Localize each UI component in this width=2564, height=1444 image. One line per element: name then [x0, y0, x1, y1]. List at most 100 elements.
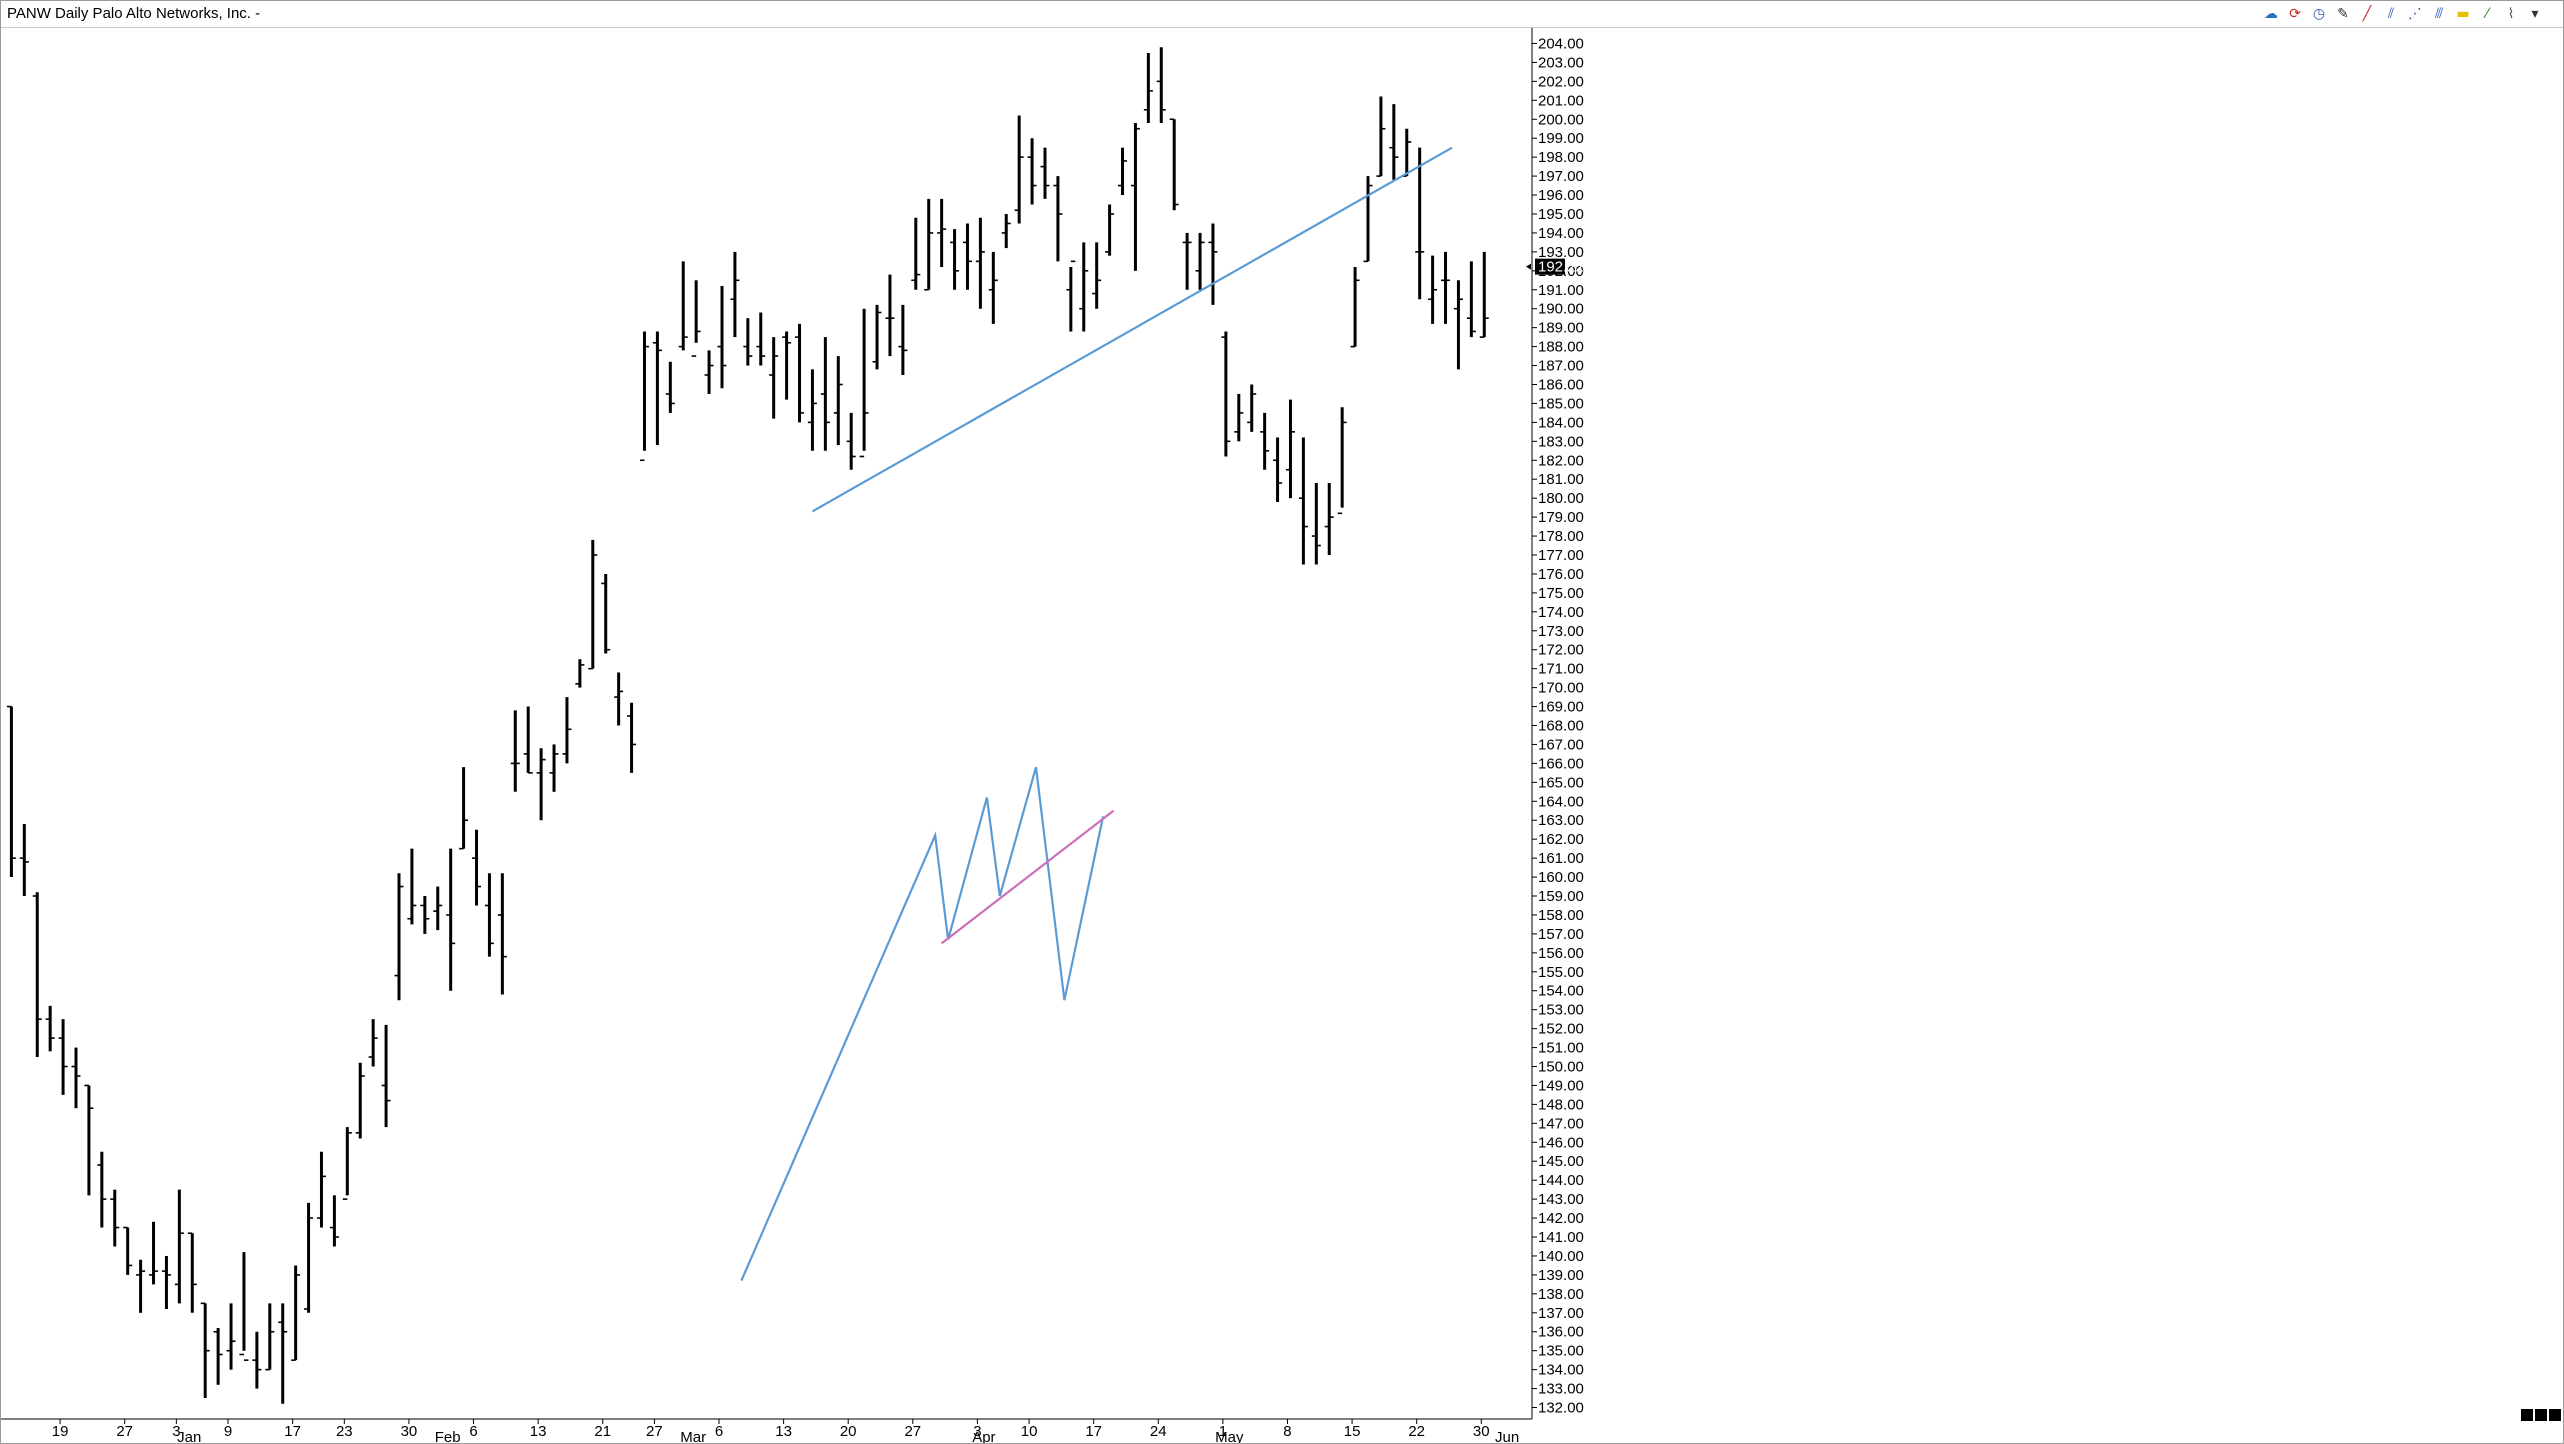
ohlc-bar: [536, 748, 546, 821]
day-tick-label: 17: [284, 1423, 301, 1440]
day-tick-label: 8: [1283, 1423, 1291, 1440]
ohlc-bar: [975, 217, 985, 309]
ohlc-bar: [1260, 412, 1270, 470]
ohlc-bar: [136, 1259, 146, 1313]
ohlc-bar: [1182, 232, 1192, 290]
scroll-end-button[interactable]: [2549, 1409, 2561, 1421]
price-tick-label: 135.00: [1538, 1343, 1584, 1360]
ohlc-bar: [1001, 213, 1011, 249]
ohlc-bar: [924, 198, 934, 291]
day-tick-label: 9: [224, 1423, 232, 1440]
ohlc-bar: [497, 873, 507, 995]
last-price-tag: [1535, 258, 1565, 275]
ohlc-bar: [1428, 255, 1438, 324]
price-tick-label: 188.00: [1538, 339, 1584, 356]
day-tick-label: 30: [401, 1423, 418, 1440]
price-tick-label: 155.00: [1538, 964, 1584, 981]
price-tick-label: 189.00: [1538, 320, 1584, 337]
price-tick-label: 194.00: [1538, 225, 1584, 242]
ohlc-bar: [859, 308, 869, 458]
ohlc-bar: [614, 672, 624, 726]
ohlc-bar: [807, 369, 817, 451]
ohlc-bar: [1337, 407, 1347, 515]
month-label: Feb: [435, 1429, 461, 1443]
price-tick-label: 143.00: [1538, 1191, 1584, 1208]
ohlc-bar: [368, 1019, 378, 1067]
day-tick-label: 21: [594, 1423, 611, 1440]
ohlc-bar: [743, 318, 753, 366]
ohlc-bar: [304, 1202, 314, 1313]
ohlc-bar: [239, 1252, 249, 1361]
ohlc-bar: [1221, 331, 1231, 457]
ohlc-bar: [717, 285, 727, 389]
ohlc-bar: [342, 1127, 352, 1200]
ohlc-bar: [200, 1302, 210, 1399]
price-tick-label: 165.00: [1538, 774, 1584, 791]
ohlc-bar: [652, 331, 662, 446]
price-tick-label: 158.00: [1538, 907, 1584, 924]
ohlc-bar: [704, 350, 714, 394]
price-tick-label: 195.00: [1538, 206, 1584, 223]
zigzag-icon[interactable]: ⌇: [2507, 6, 2515, 22]
clock-icon[interactable]: ◷: [2312, 6, 2326, 22]
day-tick-label: 23: [336, 1423, 353, 1440]
day-tick-label: 6: [469, 1423, 477, 1440]
price-tick-label: 180.00: [1538, 490, 1584, 507]
price-tick-label: 150.00: [1538, 1059, 1584, 1076]
ohlc-bar: [1195, 232, 1205, 290]
line-tool-icon[interactable]: ╱: [2362, 6, 2372, 22]
toolbar: ☁ ⟳ ◷ ✎ ╱ ⫽ ⋰ ⫻ ▬ ⁄ ⌇ ▾: [2261, 4, 2545, 24]
ohlc-bar: [562, 697, 572, 764]
price-tick-label: 169.00: [1538, 699, 1584, 716]
price-tick-label: 171.00: [1538, 661, 1584, 678]
price-tick-label: 191.00: [1538, 282, 1584, 299]
ohlc-bar: [1169, 118, 1179, 211]
ohlc-bar: [174, 1189, 184, 1304]
trendline-drawing[interactable]: [811, 146, 1453, 513]
cloud-icon[interactable]: ☁: [2264, 6, 2278, 22]
dropdown-icon[interactable]: ▾: [2531, 6, 2539, 22]
ohlc-bar: [756, 312, 766, 366]
price-tick-label: 176.00: [1538, 566, 1584, 583]
month-label: Jun: [1495, 1429, 1519, 1443]
month-label: Apr: [972, 1429, 995, 1443]
pattern-drawing[interactable]: [740, 766, 1105, 1282]
time-axis[interactable]: 19 27 3 9 17 23 30 6 13 21 27 6 13 20 27 3 10 17 24 1 8 15 22 3…: [1, 1418, 1532, 1443]
price-tick-label: 168.00: [1538, 718, 1584, 735]
month-label: Jan: [177, 1429, 201, 1443]
ohlc-bar: [820, 337, 830, 451]
price-tick-label: 136.00: [1538, 1324, 1584, 1341]
highlight-icon[interactable]: ▬: [2456, 6, 2470, 22]
refresh-icon[interactable]: ⟳: [2289, 6, 2301, 22]
day-tick-label: 13: [530, 1423, 547, 1440]
ohlc-bar: [329, 1195, 339, 1247]
ohlc-bar: [1143, 52, 1153, 124]
chart-title: PANW Daily Palo Alto Networks, Inc. -: [7, 5, 261, 22]
ohlc-bar: [407, 848, 417, 925]
ohlc-bar: [226, 1303, 236, 1370]
drawings[interactable]: [740, 146, 1453, 1282]
day-tick-label: 27: [116, 1423, 133, 1440]
ohlc-bar: [988, 251, 998, 324]
pencil-icon[interactable]: ✎: [2337, 6, 2349, 22]
ohlc-bar: [885, 274, 895, 357]
day-tick-label: 13: [775, 1423, 792, 1440]
trend-tool-icon[interactable]: ⁄: [2485, 6, 2489, 22]
channel-tool-icon[interactable]: ⫽: [2387, 6, 2395, 22]
price-axis[interactable]: 132.00 133.00 134.00 135.00 136.00 137.00 138.…: [1526, 28, 1584, 1419]
zoom-out-button[interactable]: [2535, 1409, 2547, 1421]
price-tick-label: 159.00: [1538, 888, 1584, 905]
ohlc-bar: [730, 251, 740, 338]
price-tick-label: 204.00: [1538, 35, 1584, 52]
pitchfork-icon[interactable]: ⫻: [2434, 6, 2444, 22]
zoom-in-button[interactable]: [2521, 1409, 2533, 1421]
day-tick-label: 1: [1219, 1423, 1227, 1440]
fan-tool-icon[interactable]: ⋰: [2408, 6, 2422, 22]
price-tick-label: 139.00: [1538, 1267, 1584, 1284]
price-tick-label: 190.00: [1538, 301, 1584, 318]
neckline-drawing[interactable]: [940, 809, 1115, 945]
ohlc-bar: [1092, 242, 1102, 309]
ohlc-bar: [6, 705, 16, 878]
ohlc-bar: [665, 361, 675, 413]
